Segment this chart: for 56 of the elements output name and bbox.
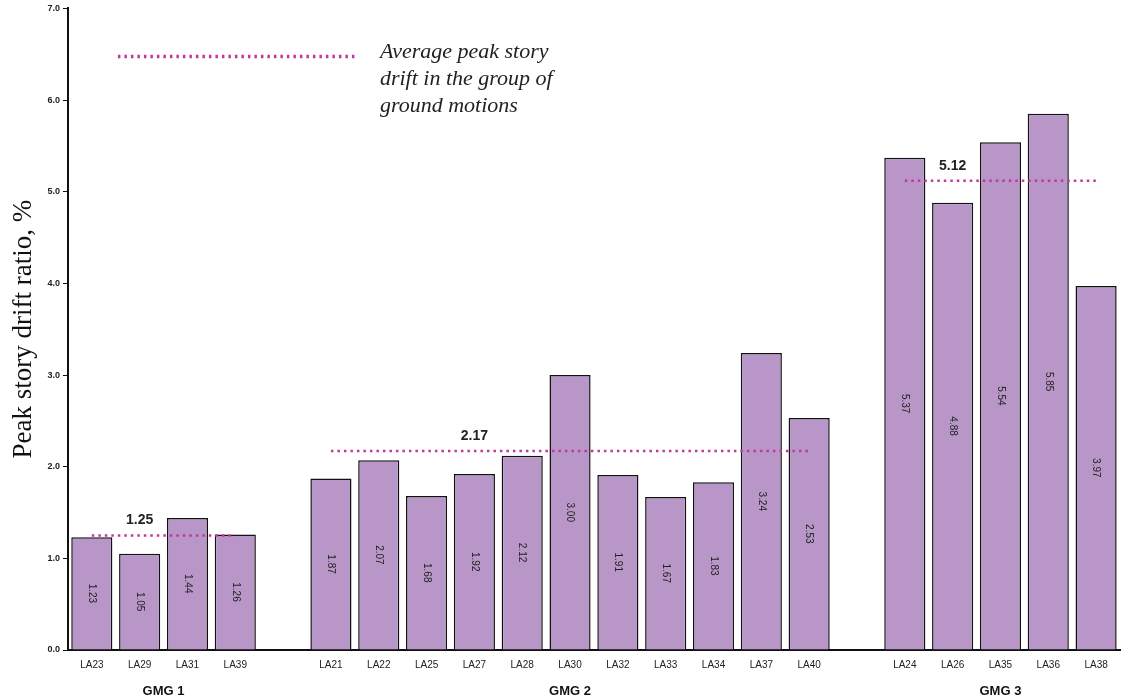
data-label: 1.26 [230,582,242,603]
y-tick-label: 0.0 [47,644,60,655]
data-label: 1.67 [660,563,672,584]
data-label: 2.07 [374,545,386,566]
data-label: 2.17 [460,426,489,443]
x-tick-label: LA24 [893,658,917,670]
y-tick-label: 1.0 [47,552,60,563]
x-tick-label: LA37 [749,658,774,670]
data-label: 3.00 [565,502,577,523]
data-label: 1.68 [421,563,433,583]
x-tick-label: LA27 [462,658,487,670]
x-tick-label: LA23 [80,658,104,670]
data-label: 5.85 [1043,371,1055,392]
text: GMG 1 [142,683,185,699]
y-tick-label: 3.0 [47,369,60,380]
x-tick-label: LA28 [510,658,535,670]
data-label: 1.87 [326,554,338,575]
data-label: 1.44 [182,574,194,594]
x-tick-label: LA38 [1084,658,1109,670]
x-tick-label: LA26 [940,658,965,670]
data-label: 5.54 [995,386,1007,407]
y-tick-label: 4.0 [47,277,60,288]
data-label: 1.91 [613,552,625,573]
y-tick-label: 2.0 [47,461,60,472]
x-tick-label: LA33 [654,658,678,670]
x-tick-label: LA32 [606,658,630,670]
y-axis-title: Peak story drift ratio, % [7,199,38,459]
x-tick-label: LA40 [797,658,822,670]
text: GMG 2 [549,683,591,699]
x-tick-label: LA35 [988,658,1013,670]
y-tick-label: 7.0 [47,2,60,13]
data-label: 1.92 [469,552,481,572]
data-label: 2.12 [517,542,529,563]
text: Average peak story drift in the group of ground motions [377,38,556,118]
x-tick-label: LA30 [558,658,583,670]
data-label: 5.37 [900,393,912,414]
x-tick-label: LA39 [223,658,248,670]
x-tick-label: LA22 [367,658,391,670]
data-label: 3.97 [1091,458,1103,478]
data-label: 1.23 [87,583,99,604]
data-label: 4.88 [947,416,959,437]
data-label: 1.25 [126,511,154,528]
data-label: 5.12 [939,156,967,173]
x-tick-label: LA36 [1036,658,1061,670]
data-label: 1.83 [708,556,720,577]
x-tick-label: LA29 [127,658,152,670]
x-tick-label: LA31 [175,658,200,670]
text: GMG 3 [979,683,1022,699]
data-label: 3.24 [756,491,768,512]
data-label: 2.53 [804,524,816,544]
y-tick-label: 5.0 [47,186,60,197]
y-tick-label: 6.0 [47,94,60,105]
x-tick-label: LA25 [414,658,439,670]
data-label: 1.05 [134,591,146,612]
x-tick-label: LA21 [319,658,344,670]
x-tick-label: LA34 [701,658,726,670]
